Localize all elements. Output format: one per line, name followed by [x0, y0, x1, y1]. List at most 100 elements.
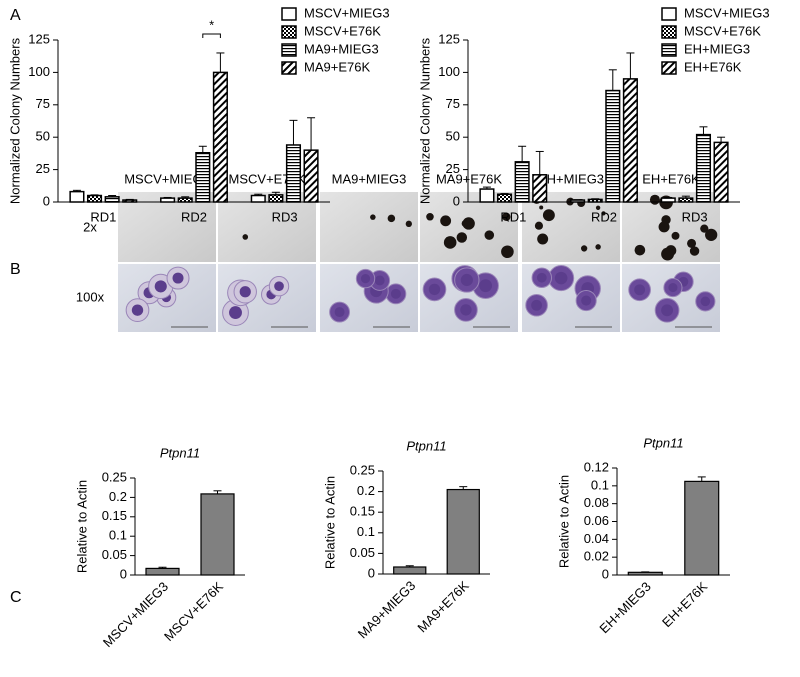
colony: [484, 230, 495, 240]
bar: [496, 193, 513, 203]
colony: [405, 220, 412, 228]
nucleus: [374, 275, 385, 286]
legend-swatch: [281, 25, 297, 39]
y-tick-label: 0.02: [584, 549, 609, 564]
colony: [700, 224, 709, 233]
y-tick-label: 0: [43, 193, 50, 208]
legend-label: MSCV+MIEG3: [684, 5, 770, 20]
x-tick-label: RD2: [591, 209, 617, 224]
legend-label: MSCV+E76K: [304, 23, 381, 38]
micrograph: [118, 192, 216, 262]
bar: [678, 197, 694, 203]
y-tick-label: 75: [36, 96, 50, 111]
colony: [705, 228, 718, 241]
colony: [242, 234, 249, 240]
bar: [285, 144, 302, 203]
y-tick-label: 50: [36, 129, 50, 144]
legend-label: EH+E76K: [684, 59, 742, 74]
panel-label: C: [10, 589, 22, 606]
bar: [627, 571, 663, 576]
column-label: EH+E76K: [642, 171, 700, 186]
y-tick-label: 0: [453, 193, 460, 208]
bar: [145, 567, 180, 576]
colony: [501, 245, 514, 259]
bar: [570, 199, 586, 203]
colony: [542, 209, 555, 222]
legend-label: MA9+E76K: [304, 59, 370, 74]
chart-title: Ptpn11: [160, 445, 200, 460]
bar: [250, 194, 266, 203]
legend-label: MA9+MIEG3: [304, 41, 379, 56]
x-tick-label: EH+MIEG3: [596, 579, 653, 636]
bar: [695, 133, 712, 203]
y-tick-label: 0.25: [350, 462, 375, 477]
bar: [86, 194, 103, 203]
bar: [446, 488, 480, 575]
error-bar: [626, 52, 635, 79]
bar: [200, 493, 235, 576]
y-tick-label: 100: [438, 64, 460, 79]
y-tick-label: 0.04: [584, 531, 609, 546]
x-tick-label: RD1: [90, 209, 116, 224]
y-tick-label: 125: [438, 31, 460, 46]
error-bar: [518, 145, 527, 162]
y-axis-label: Relative to Actin: [322, 476, 337, 569]
bar: [622, 78, 638, 203]
colony: [689, 246, 700, 256]
x-tick-label: MA9+E76K: [414, 578, 472, 636]
bar: [212, 71, 228, 203]
y-tick-label: 0: [120, 566, 127, 581]
nucleus: [390, 288, 401, 299]
nucleus: [460, 273, 473, 287]
nucleus: [360, 274, 371, 284]
bar: [104, 196, 120, 203]
colony: [539, 205, 544, 210]
column-label: MA9+E76K: [436, 171, 502, 186]
legend-label: MSCV+E76K: [684, 23, 761, 38]
error-bar: [405, 565, 414, 567]
significance-bracket: [202, 33, 221, 38]
y-tick-label: 0.15: [350, 504, 375, 519]
y-axis-label: Normalized Colony Numbers: [7, 37, 22, 204]
colony: [387, 214, 396, 223]
y-tick-label: 0.1: [357, 524, 375, 539]
chart-title: Ptpn11: [406, 438, 446, 453]
panel-label: A: [10, 7, 21, 24]
nucleus: [154, 280, 167, 293]
y-axis-label: Relative to Actin: [74, 480, 89, 573]
y-tick-label: 0.08: [584, 495, 609, 510]
legend-label: EH+MIEG3: [684, 41, 750, 56]
y-tick-label: 100: [28, 64, 50, 79]
nucleus: [172, 272, 184, 284]
nucleus: [239, 286, 251, 298]
y-axis-label: Normalized Colony Numbers: [417, 37, 432, 204]
y-tick-label: 25: [446, 161, 460, 176]
bar: [479, 188, 495, 203]
y-tick-label: 0: [602, 566, 609, 581]
x-tick-label: MSCV+E76K: [161, 579, 226, 644]
x-tick-label: MSCV+MIEG3: [100, 579, 171, 650]
x-tick-label: RD1: [500, 209, 526, 224]
nucleus: [700, 296, 711, 307]
legend-swatch: [281, 7, 297, 21]
bar: [122, 199, 138, 203]
nucleus: [131, 304, 144, 316]
error-bar: [158, 566, 167, 569]
error-bar: [198, 145, 207, 153]
colony: [440, 215, 452, 227]
y-tick-label: 0.15: [102, 508, 127, 523]
nucleus: [428, 283, 441, 296]
legend-swatch: [281, 43, 297, 57]
legend-swatch: [661, 61, 677, 75]
colony: [443, 236, 457, 249]
y-tick-label: 0.2: [109, 489, 127, 504]
legend-swatch: [281, 61, 297, 75]
colony: [601, 211, 606, 216]
x-tick-label: RD2: [181, 209, 207, 224]
colony: [671, 231, 680, 240]
colony: [649, 194, 660, 205]
y-tick-label: 0.05: [102, 547, 127, 562]
error-bar: [717, 136, 726, 143]
colony: [456, 232, 468, 243]
